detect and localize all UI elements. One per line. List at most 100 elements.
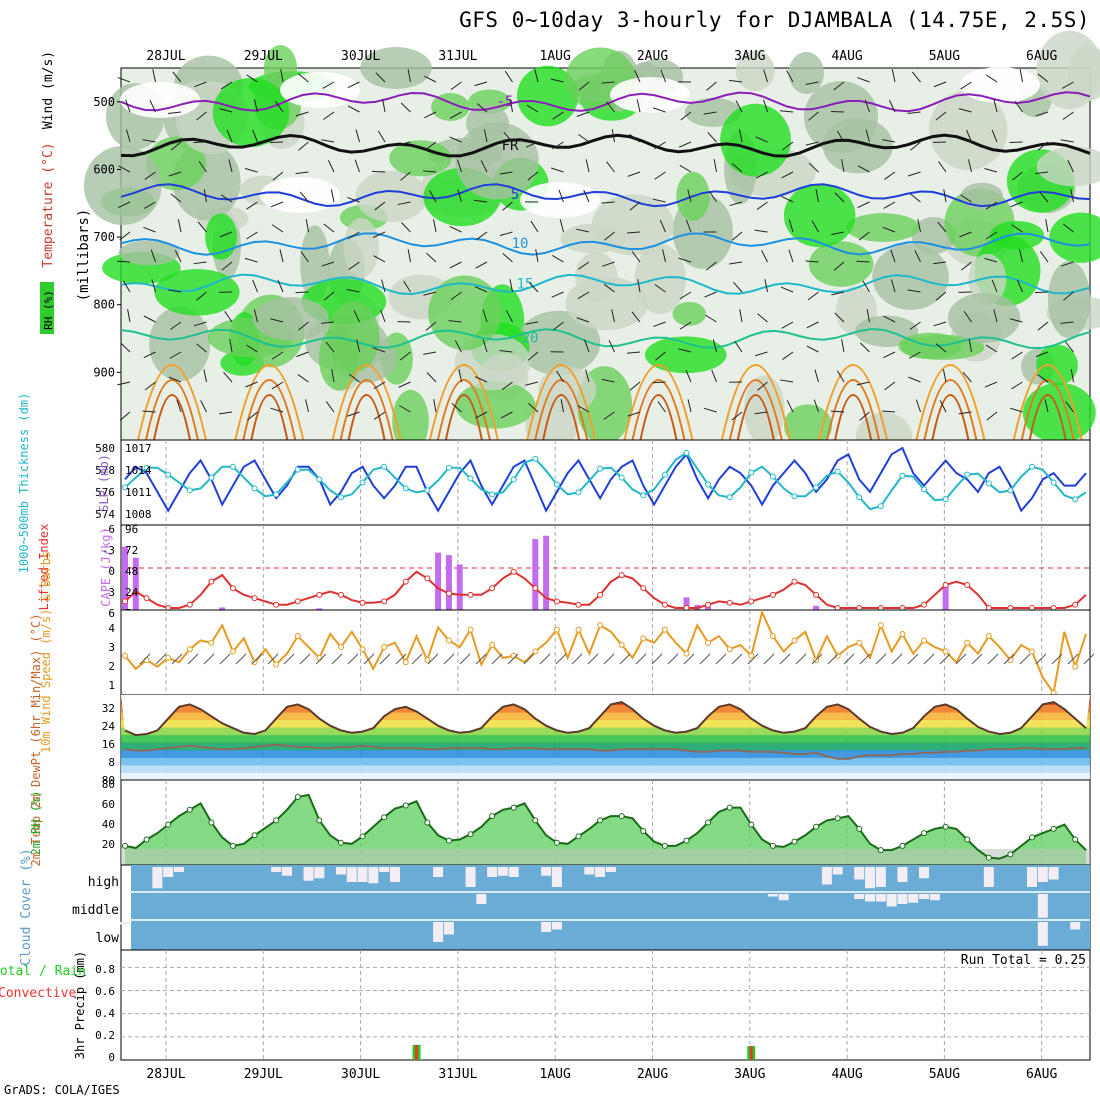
wind-barb [756, 201, 768, 211]
cloud-middle-bar [854, 894, 865, 899]
wind-barb [757, 313, 768, 323]
cloud-high-bar [379, 867, 390, 872]
surface-isotherm [1020, 379, 1075, 441]
cloud-high-bar [368, 867, 379, 884]
rh-shade [928, 90, 1008, 171]
rh2m-point [769, 842, 776, 849]
wind-barb [119, 411, 131, 421]
wind-tick-label: 2 [108, 660, 115, 673]
surface-wind-barb [1019, 653, 1031, 665]
wind-barb [679, 321, 692, 330]
bottom-date-label: 6AUG [1026, 1067, 1057, 1082]
wind-panel-frame [120, 609, 1091, 696]
wind-barb [551, 291, 564, 298]
wind-barb [397, 201, 411, 206]
wind-barb [560, 399, 564, 413]
thickness-point [359, 479, 366, 486]
rh-shade [1036, 344, 1078, 386]
surface-wind-barb [923, 653, 935, 665]
rh-shade [343, 217, 380, 278]
wind-barb [168, 111, 182, 114]
wind-axis-label: Wind (m/s) [41, 51, 56, 129]
bottom-date-label: 3AUG [734, 1067, 765, 1082]
cloud-axis-label: Cloud Cover (%) [19, 848, 34, 965]
rh-legend-swatch [40, 282, 54, 334]
lifted-index-point [337, 591, 344, 598]
wind-barb [297, 374, 309, 383]
wind-barb [117, 381, 131, 386]
isotherm-label: FR [502, 138, 519, 154]
thickness-point [856, 494, 863, 501]
cloud-high-bar [465, 867, 476, 887]
rh-shade [360, 47, 432, 89]
wind-barb [932, 141, 947, 144]
wind-barb [585, 159, 590, 173]
wind-barb [781, 195, 794, 203]
wind-barb [631, 311, 641, 323]
wind-barb [475, 261, 488, 269]
precip-panel-frame [120, 949, 1091, 1061]
wind-barb [295, 291, 309, 294]
wind-barb [1044, 399, 1049, 413]
thickness-point [834, 468, 841, 475]
wind-barb [884, 171, 896, 180]
wind-barb [246, 74, 258, 83]
wind-barb [400, 102, 411, 113]
wind-barb [246, 344, 258, 353]
wind-barb [118, 201, 131, 209]
cloud-middle-bar [875, 894, 886, 902]
rh-dry-patch [280, 72, 360, 108]
wind-barb [458, 369, 462, 383]
wind-barb [637, 279, 641, 293]
surface-isotherm [728, 379, 783, 441]
wind-barb [734, 340, 743, 353]
wind-barb [552, 111, 564, 120]
surface-wind-barb [635, 653, 647, 665]
temp2m-line [124, 701, 1087, 737]
wind-barb [198, 161, 207, 173]
surface-isotherm [331, 364, 402, 441]
wind-barb [986, 411, 998, 421]
rh2m-point [273, 817, 280, 824]
rh-dry-patch [520, 182, 600, 218]
rh2m-point [834, 815, 841, 822]
wind-speed-point [856, 639, 863, 646]
cloud-high-bar [303, 867, 314, 881]
wind-barb [397, 141, 411, 146]
wind-speed-point [208, 639, 215, 646]
cloud-low-bar [1070, 922, 1081, 930]
wind-barb [991, 129, 998, 143]
lifted-index-point [769, 591, 776, 598]
wind-barb [525, 321, 539, 325]
wind-barb [910, 193, 921, 203]
pressure-axis-label: (millibars) [76, 209, 92, 302]
wind-barb [915, 399, 921, 413]
wind-barb [704, 291, 717, 298]
lifted-index-point [186, 601, 193, 608]
rh-shade [911, 217, 956, 255]
wind-barb [761, 250, 768, 263]
surface-wind-barb [843, 653, 855, 665]
dewpoint2m-line [124, 743, 1086, 760]
wind-barb [403, 280, 411, 293]
wind-barb [933, 81, 947, 88]
wind-barb [224, 311, 233, 323]
wind-barb [373, 381, 386, 390]
wind-barb [425, 321, 437, 331]
wind-barb [1065, 341, 1074, 353]
wind-barb [348, 231, 360, 239]
wind-barb [448, 320, 462, 323]
wind-speed-point [964, 639, 971, 646]
isotherm-line [120, 183, 1091, 208]
wind-speed-point [251, 659, 258, 666]
wind-barb [755, 136, 768, 143]
wind-barb [399, 351, 411, 361]
wind-barb [757, 381, 768, 391]
thickness-point [1072, 496, 1079, 503]
wind-barb [398, 405, 411, 413]
surface-wind-barb [363, 653, 375, 665]
thickness-point [661, 471, 668, 478]
wind-barb [321, 139, 335, 143]
cloud-high-bar [163, 867, 174, 877]
rh2m-point [942, 823, 949, 830]
